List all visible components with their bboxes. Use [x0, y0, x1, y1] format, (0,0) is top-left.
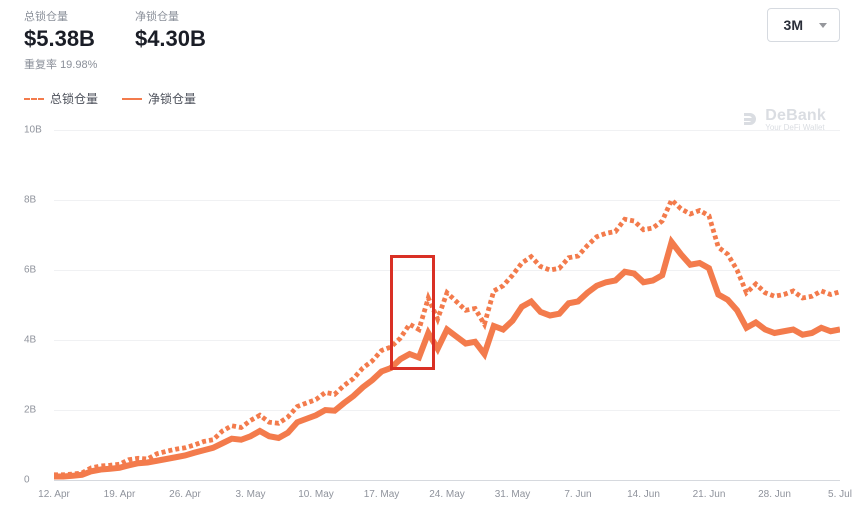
- line-total: [54, 200, 840, 475]
- rate-value: 19.98%: [60, 59, 97, 71]
- legend: 总锁仓量 净锁仓量: [0, 72, 864, 113]
- legend-item-total: 总锁仓量: [24, 90, 98, 107]
- debank-logo-icon: [741, 111, 759, 129]
- chevron-down-icon: [819, 23, 827, 28]
- legend-label: 净锁仓量: [148, 90, 196, 107]
- stat-total-locked: 总锁仓量 $5.38B: [24, 8, 95, 52]
- legend-swatch-solid: [122, 98, 142, 100]
- x-tick-label: 26. Apr: [169, 489, 201, 500]
- range-dropdown[interactable]: 3M: [767, 8, 840, 42]
- stat-value: $5.38B: [24, 26, 95, 52]
- x-tick-label: 19. Apr: [104, 489, 136, 500]
- rate-label: 重复率: [24, 59, 57, 71]
- x-tick-label: 31. May: [495, 489, 531, 500]
- x-tick-label: 24. May: [429, 489, 465, 500]
- line-net: [54, 242, 840, 477]
- x-axis: 12. Apr19. Apr26. Apr3. May10. May17. Ma…: [54, 484, 840, 500]
- x-tick-label: 10. May: [298, 489, 334, 500]
- gridline: [54, 480, 840, 481]
- chart-area: 02B4B6B8B10B 12. Apr19. Apr26. Apr3. May…: [24, 130, 840, 500]
- dropdown-value: 3M: [784, 17, 803, 33]
- y-tick-label: 8B: [24, 195, 36, 206]
- y-tick-label: 0: [24, 475, 30, 486]
- legend-label: 总锁仓量: [50, 90, 98, 107]
- plot-area: [54, 130, 840, 480]
- stat-value: $4.30B: [135, 26, 206, 52]
- x-tick-label: 21. Jun: [693, 489, 726, 500]
- legend-swatch-dashed: [24, 98, 44, 100]
- rate-row: 重复率 19.98%: [0, 52, 864, 72]
- y-tick-label: 6B: [24, 265, 36, 276]
- x-tick-label: 14. Jun: [627, 489, 660, 500]
- watermark-main: DeBank: [765, 108, 826, 124]
- debank-watermark: DeBank Your DeFi Wallet: [741, 108, 826, 132]
- y-tick-label: 10B: [24, 125, 42, 136]
- stat-net-locked: 净锁仓量 $4.30B: [135, 8, 206, 52]
- stat-label: 总锁仓量: [24, 8, 95, 24]
- x-tick-label: 28. Jun: [758, 489, 791, 500]
- x-tick-label: 3. May: [235, 489, 265, 500]
- stats-group: 总锁仓量 $5.38B 净锁仓量 $4.30B: [24, 8, 206, 52]
- legend-item-net: 净锁仓量: [122, 90, 196, 107]
- y-axis: 02B4B6B8B10B: [24, 130, 50, 480]
- stat-label: 净锁仓量: [135, 8, 206, 24]
- highlight-box: [390, 255, 435, 369]
- x-tick-label: 5. Jul: [828, 489, 852, 500]
- line-chart-svg: [54, 130, 840, 480]
- y-tick-label: 2B: [24, 405, 36, 416]
- x-tick-label: 17. May: [364, 489, 400, 500]
- y-tick-label: 4B: [24, 335, 36, 346]
- header: 总锁仓量 $5.38B 净锁仓量 $4.30B 3M: [0, 0, 864, 52]
- x-tick-label: 7. Jun: [564, 489, 591, 500]
- x-tick-label: 12. Apr: [38, 489, 70, 500]
